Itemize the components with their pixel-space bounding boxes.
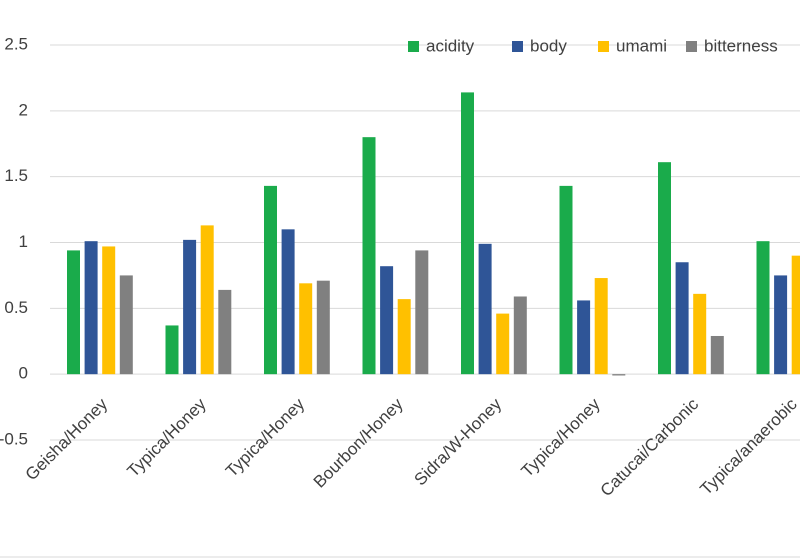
y-tick-label: 0 bbox=[19, 364, 28, 383]
bar bbox=[415, 250, 429, 375]
y-tick-label: 2 bbox=[19, 100, 28, 119]
bar bbox=[281, 229, 295, 375]
y-tick-label: 1 bbox=[19, 232, 28, 251]
bar bbox=[183, 239, 197, 375]
bar bbox=[316, 280, 330, 375]
bar bbox=[380, 266, 394, 375]
legend-label: umami bbox=[616, 36, 667, 55]
y-tick-label: 0.5 bbox=[4, 298, 28, 317]
legend-swatch bbox=[512, 41, 523, 52]
bar bbox=[559, 185, 573, 375]
bar bbox=[577, 300, 591, 375]
y-tick-label: 2.5 bbox=[4, 34, 28, 53]
bar bbox=[496, 313, 510, 375]
bar bbox=[264, 185, 277, 375]
y-tick-label: -0.5 bbox=[0, 429, 28, 448]
bar bbox=[200, 225, 214, 375]
legend-label: body bbox=[530, 36, 567, 55]
bar bbox=[397, 299, 411, 375]
bar bbox=[84, 241, 98, 375]
bar bbox=[218, 289, 232, 375]
bar bbox=[675, 262, 689, 375]
bar bbox=[119, 275, 133, 375]
bar bbox=[791, 255, 800, 375]
bar bbox=[693, 293, 707, 375]
y-tick-label: 1.5 bbox=[4, 166, 28, 185]
bar bbox=[299, 283, 313, 375]
bar bbox=[612, 374, 626, 376]
bar bbox=[756, 241, 770, 375]
bar bbox=[658, 162, 671, 375]
bar bbox=[461, 92, 474, 375]
bar bbox=[774, 275, 788, 375]
legend-label: acidity bbox=[426, 36, 475, 55]
bar bbox=[710, 335, 724, 375]
bar bbox=[362, 137, 376, 375]
bar bbox=[165, 325, 179, 375]
legend-label: bitterness bbox=[704, 36, 778, 55]
bar bbox=[478, 243, 492, 375]
bar bbox=[102, 246, 116, 375]
bar bbox=[594, 278, 608, 375]
legend-swatch bbox=[598, 41, 609, 52]
legend-swatch bbox=[408, 41, 419, 52]
legend-swatch bbox=[686, 41, 697, 52]
bar bbox=[513, 296, 527, 375]
bar bbox=[67, 250, 80, 375]
